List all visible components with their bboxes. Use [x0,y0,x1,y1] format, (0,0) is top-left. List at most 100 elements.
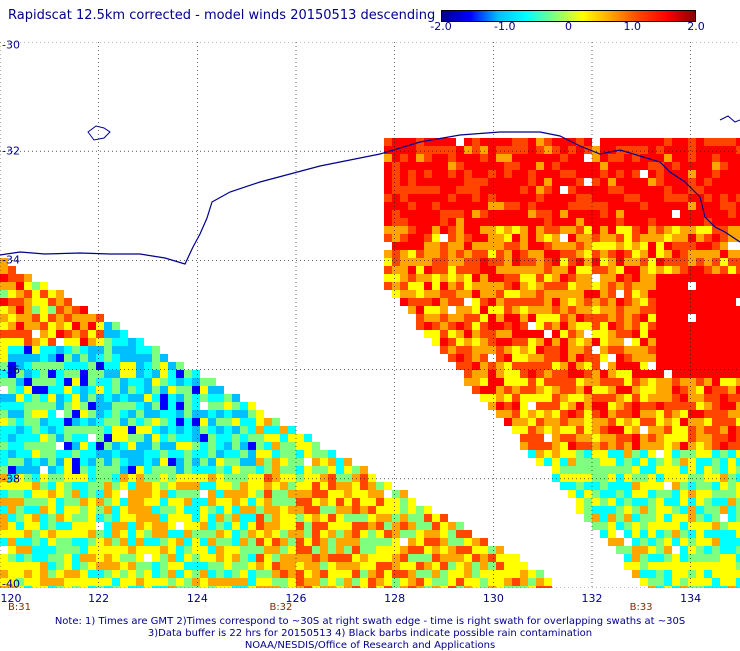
wind-cell [608,306,616,314]
wind-cell [688,514,696,522]
wind-cell [128,370,136,378]
wind-cell [592,226,600,234]
wind-cell [456,306,464,314]
wind-cell [704,378,712,386]
wind-cell [432,242,440,250]
wind-cell [576,226,584,234]
wind-cell [600,394,608,402]
wind-cell [352,554,360,562]
wind-cell [248,538,256,546]
wind-cell [88,426,96,434]
wind-cell [88,370,96,378]
wind-cell [88,378,96,386]
wind-cell [472,178,480,186]
wind-cell [728,346,736,354]
wind-cell [536,178,544,186]
wind-cell [320,450,328,458]
wind-cell [640,450,648,458]
wind-cell [704,258,712,266]
wind-cell [560,458,568,466]
wind-cell [696,586,704,588]
wind-cell [480,178,488,186]
wind-cell [136,554,144,562]
wind-cell [400,490,408,498]
wind-cell [24,386,32,394]
wind-cell [168,370,176,378]
wind-cell [488,362,496,370]
wind-cell [528,434,536,442]
wind-cell [680,570,688,578]
wind-cell [136,578,144,586]
wind-cell [504,354,512,362]
wind-cell [688,162,696,170]
wind-cell [552,202,560,210]
wind-cell [528,234,536,242]
wind-cell [8,482,16,490]
wind-cell [144,346,152,354]
wind-cell [320,538,328,546]
wind-cell [616,522,624,530]
wind-cell [520,282,528,290]
wind-cell [104,354,112,362]
wind-cell [96,362,104,370]
wind-cell [512,250,520,258]
wind-cell [664,266,672,274]
wind-cell [264,514,272,522]
wind-cell [544,138,552,146]
wind-cell [584,442,592,450]
wind-cell [96,474,104,482]
wind-cell [352,482,360,490]
wind-cell [320,458,328,466]
wind-cell [608,178,616,186]
wind-cell [0,466,8,474]
wind-cell [552,394,560,402]
wind-cell [712,234,720,242]
wind-cell [608,490,616,498]
wind-cell [160,554,168,562]
wind-cell [664,194,672,202]
wind-cell [280,530,288,538]
wind-cell [712,370,720,378]
wind-cell [704,354,712,362]
wind-cell [480,266,488,274]
wind-cell [704,226,712,234]
wind-cell [32,442,40,450]
wind-cell [304,490,312,498]
wind-cell [592,258,600,266]
wind-cell [736,394,740,402]
wind-cell [296,562,304,570]
wind-cell [176,546,184,554]
wind-cell [24,474,32,482]
wind-cell [112,546,120,554]
wind-cell [648,426,656,434]
wind-cell [624,442,632,450]
wind-cell [656,274,664,282]
wind-cell [8,298,16,306]
wind-cell [584,466,592,474]
wind-cell [648,258,656,266]
wind-cell [728,466,736,474]
wind-cell [160,506,168,514]
wind-cell [176,434,184,442]
wind-cell [584,370,592,378]
wind-cell [384,186,392,194]
wind-cell [264,434,272,442]
wind-cell [64,330,72,338]
wind-cell [40,506,48,514]
wind-cell [528,362,536,370]
wind-cell [616,194,624,202]
wind-cell [136,402,144,410]
wind-cell [216,562,224,570]
wind-cell [128,514,136,522]
wind-cell [376,514,384,522]
wind-cell [64,530,72,538]
wind-cell [688,226,696,234]
wind-cell [128,562,136,570]
wind-cell [696,146,704,154]
wind-cell [72,410,80,418]
wind-cell [248,466,256,474]
wind-cell [328,586,336,588]
wind-cell [640,506,648,514]
wind-cell [488,562,496,570]
wind-cell [528,426,536,434]
